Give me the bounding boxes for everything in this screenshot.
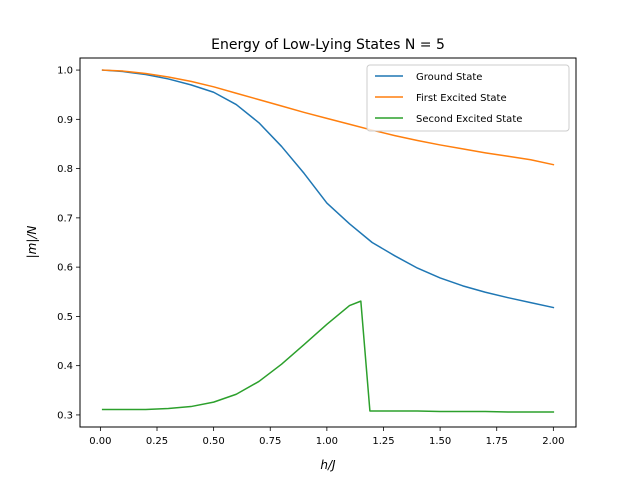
series-layer [101, 69, 555, 413]
legend-label-2: First Excited State [416, 93, 507, 104]
chart-title: Energy of Low-Lying States N = 5 [211, 37, 445, 53]
series-line-1 [101, 69, 555, 309]
x-tick-label: 1.25 [372, 436, 394, 447]
legend-box [366, 64, 570, 132]
plot-frame [79, 57, 577, 428]
series-line-2 [101, 69, 555, 166]
y-tick-label: 0.6 [57, 263, 73, 274]
x-tick-label: 1.00 [316, 436, 338, 447]
x-tick-label: 2.00 [542, 436, 564, 447]
x-tick-label: 1.75 [486, 436, 508, 447]
y-axis-label: |m|/N [25, 226, 39, 259]
x-tick-label: 0.25 [146, 436, 168, 447]
y-tick-label: 0.7 [57, 213, 73, 224]
y-tick-label: 0.3 [57, 410, 73, 421]
x-tick-label: 0.50 [202, 436, 224, 447]
y-tick-label: 0.9 [57, 115, 73, 126]
y-tick-label: 0.5 [57, 312, 73, 323]
y-axis: 0.3 0.4 0.5 0.6 0.7 0.8 0.9 1.0 [57, 66, 80, 421]
y-tick-label: 0.8 [57, 164, 73, 175]
x-axis: 0.00 0.25 0.50 0.75 1.00 1.25 1.50 1.75 2.00 [89, 427, 564, 447]
legend-label-1: Ground State [416, 72, 482, 83]
legend: Ground State First Excited State Second Ex… [366, 64, 570, 132]
y-tick-label: 1.0 [57, 66, 73, 77]
legend-label-3: Second Excited State [416, 114, 522, 125]
x-tick-label: 0.00 [89, 436, 111, 447]
x-tick-label: 0.75 [259, 436, 281, 447]
y-tick-label: 0.4 [57, 361, 73, 372]
x-tick-label: 1.50 [429, 436, 451, 447]
series-line-3 [101, 300, 555, 413]
x-axis-label: h/J [320, 458, 336, 472]
